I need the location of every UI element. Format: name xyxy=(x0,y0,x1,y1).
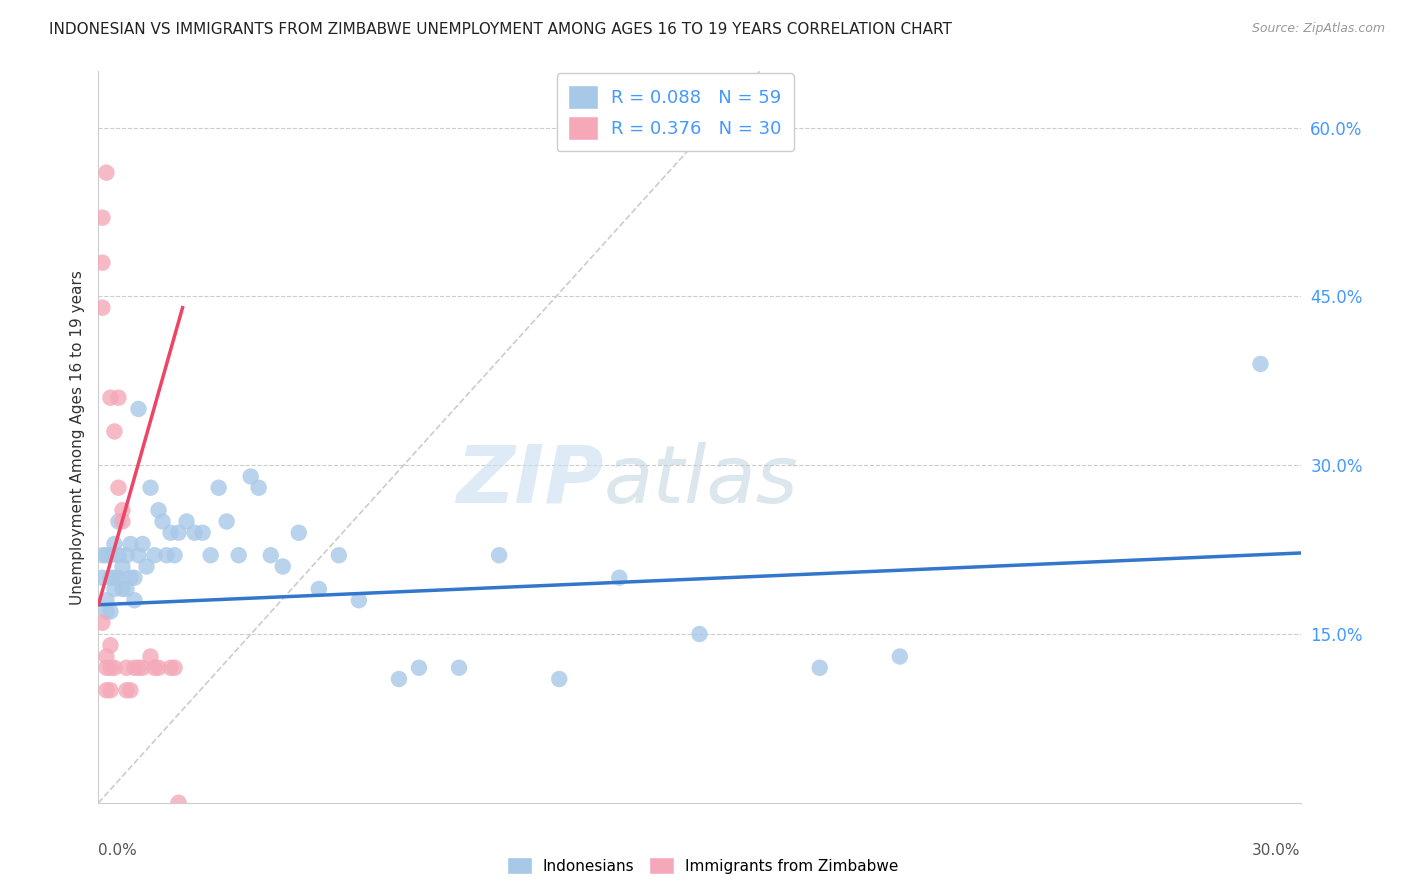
Point xyxy=(131,537,153,551)
Point xyxy=(328,548,350,562)
Point xyxy=(228,548,250,562)
Point xyxy=(889,649,911,664)
Point xyxy=(148,661,170,675)
Point xyxy=(239,469,262,483)
Point xyxy=(107,548,129,562)
Text: atlas: atlas xyxy=(603,442,799,520)
Point xyxy=(1250,357,1272,371)
Point xyxy=(91,548,114,562)
Point xyxy=(103,661,125,675)
Point xyxy=(609,571,631,585)
Point xyxy=(260,548,283,562)
Point xyxy=(107,571,129,585)
Point xyxy=(91,211,114,225)
Point xyxy=(100,391,122,405)
Text: INDONESIAN VS IMMIGRANTS FROM ZIMBABWE UNEMPLOYMENT AMONG AGES 16 TO 19 YEARS CO: INDONESIAN VS IMMIGRANTS FROM ZIMBABWE U… xyxy=(49,22,952,37)
Point xyxy=(347,593,370,607)
Point xyxy=(152,515,174,529)
Point xyxy=(107,481,129,495)
Point xyxy=(96,593,118,607)
Point xyxy=(124,593,146,607)
Point xyxy=(155,548,177,562)
Point xyxy=(96,548,118,562)
Point xyxy=(183,525,205,540)
Point xyxy=(208,481,231,495)
Point xyxy=(128,661,150,675)
Point xyxy=(100,661,122,675)
Point xyxy=(111,503,134,517)
Point xyxy=(200,548,222,562)
Text: 0.0%: 0.0% xyxy=(98,843,138,858)
Point xyxy=(100,683,122,698)
Point xyxy=(131,661,153,675)
Point xyxy=(143,548,166,562)
Point xyxy=(548,672,571,686)
Point xyxy=(120,683,142,698)
Legend: Indonesians, Immigrants from Zimbabwe: Indonesians, Immigrants from Zimbabwe xyxy=(502,852,904,880)
Point xyxy=(115,548,138,562)
Text: Source: ZipAtlas.com: Source: ZipAtlas.com xyxy=(1251,22,1385,36)
Point xyxy=(808,661,831,675)
Point xyxy=(447,661,470,675)
Text: ZIP: ZIP xyxy=(456,442,603,520)
Point xyxy=(139,481,162,495)
Point xyxy=(96,661,118,675)
Point xyxy=(167,525,190,540)
Point xyxy=(159,661,181,675)
Point xyxy=(143,661,166,675)
Point xyxy=(408,661,430,675)
Point xyxy=(139,649,162,664)
Point xyxy=(103,582,125,596)
Point xyxy=(124,661,146,675)
Point xyxy=(100,548,122,562)
Text: 30.0%: 30.0% xyxy=(1253,843,1301,858)
Point xyxy=(247,481,270,495)
Point xyxy=(96,605,118,619)
Point xyxy=(120,537,142,551)
Point xyxy=(107,515,129,529)
Point xyxy=(148,503,170,517)
Point xyxy=(288,525,311,540)
Point xyxy=(111,515,134,529)
Point xyxy=(115,683,138,698)
Point xyxy=(388,672,411,686)
Y-axis label: Unemployment Among Ages 16 to 19 years: Unemployment Among Ages 16 to 19 years xyxy=(69,269,84,605)
Point xyxy=(191,525,214,540)
Point xyxy=(103,537,125,551)
Point xyxy=(124,571,146,585)
Point xyxy=(120,571,142,585)
Point xyxy=(176,515,198,529)
Point xyxy=(689,627,711,641)
Point xyxy=(115,582,138,596)
Point xyxy=(107,391,129,405)
Point xyxy=(91,571,114,585)
Point xyxy=(96,166,118,180)
Point xyxy=(91,301,114,315)
Point xyxy=(111,559,134,574)
Point xyxy=(135,559,157,574)
Point xyxy=(163,548,186,562)
Point xyxy=(103,425,125,439)
Point xyxy=(308,582,330,596)
Point xyxy=(96,649,118,664)
Point xyxy=(128,548,150,562)
Point xyxy=(100,638,122,652)
Point xyxy=(115,661,138,675)
Legend: R = 0.088   N = 59, R = 0.376   N = 30: R = 0.088 N = 59, R = 0.376 N = 30 xyxy=(557,73,794,152)
Point xyxy=(488,548,510,562)
Point xyxy=(128,401,150,416)
Point xyxy=(159,525,181,540)
Point xyxy=(96,683,118,698)
Point xyxy=(100,571,122,585)
Point xyxy=(271,559,294,574)
Point xyxy=(91,615,114,630)
Point xyxy=(91,255,114,269)
Point xyxy=(111,582,134,596)
Point xyxy=(167,796,190,810)
Point xyxy=(163,661,186,675)
Point xyxy=(103,571,125,585)
Point xyxy=(100,605,122,619)
Point xyxy=(215,515,238,529)
